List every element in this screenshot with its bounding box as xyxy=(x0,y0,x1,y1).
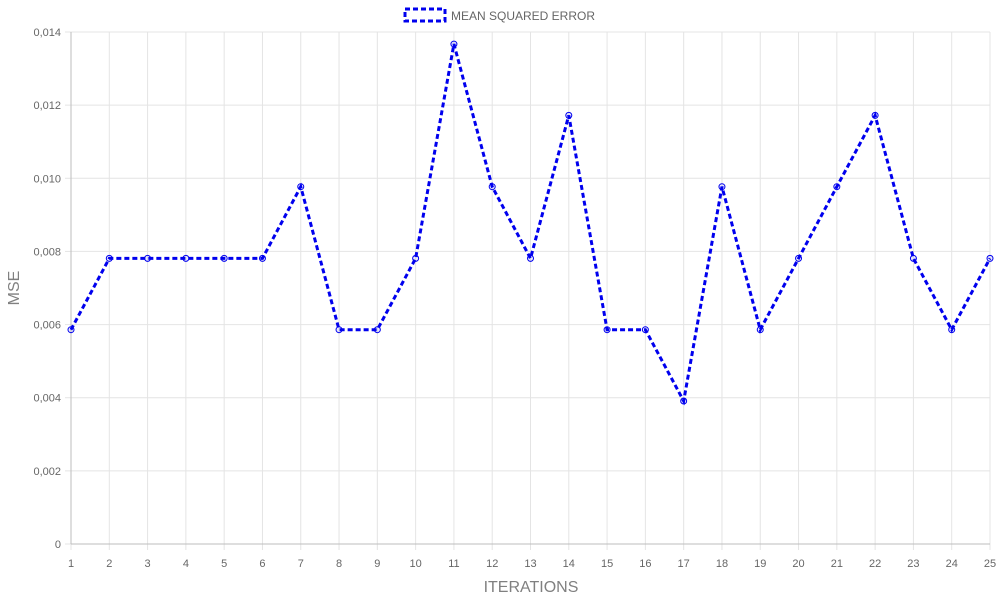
axes xyxy=(70,32,990,545)
x-tick-label: 16 xyxy=(639,558,651,570)
x-tick-label: 15 xyxy=(601,558,613,570)
data-point[interactable] xyxy=(565,111,573,119)
data-point[interactable] xyxy=(412,254,420,262)
data-point[interactable] xyxy=(105,254,113,262)
data-point[interactable] xyxy=(488,183,496,191)
data-point[interactable] xyxy=(680,397,688,405)
legend-label[interactable]: MEAN SQUARED ERROR xyxy=(451,9,595,23)
y-tick-label: 0,012 xyxy=(33,100,61,112)
data-point[interactable] xyxy=(182,254,190,262)
x-tick-label: 10 xyxy=(410,558,422,570)
data-point[interactable] xyxy=(373,326,381,334)
data-point[interactable] xyxy=(871,111,879,119)
x-tick-label: 23 xyxy=(907,558,919,570)
x-tick-label: 14 xyxy=(563,558,575,570)
x-tick-label: 6 xyxy=(259,558,265,570)
data-point[interactable] xyxy=(718,183,726,191)
y-tick-label: 0,008 xyxy=(33,246,61,258)
x-tick-label: 8 xyxy=(336,558,342,570)
data-point[interactable] xyxy=(450,40,458,48)
x-tick-label: 9 xyxy=(374,558,380,570)
x-tick-labels: 1 2 3 4 5 6 7 8 9 10 11 12 13 14 15 16 17 18 19 20 21 22 23 24 2… xyxy=(68,558,996,570)
data-point[interactable] xyxy=(144,254,152,262)
x-tick-label: 17 xyxy=(678,558,690,570)
y-tick-label: 0,004 xyxy=(33,393,61,405)
x-tick-label: 5 xyxy=(221,558,227,570)
data-point[interactable] xyxy=(948,326,956,334)
x-tick-label: 22 xyxy=(869,558,881,570)
x-tick-label: 25 xyxy=(984,558,996,570)
data-point[interactable] xyxy=(756,326,764,334)
data-point[interactable] xyxy=(833,183,841,191)
y-tick-label: 0,002 xyxy=(33,466,61,478)
data-points xyxy=(67,40,994,405)
series-lines xyxy=(69,43,992,406)
data-point[interactable] xyxy=(527,254,534,262)
data-point[interactable] xyxy=(67,326,75,334)
x-tick-label: 21 xyxy=(831,558,843,570)
x-tick-label: 18 xyxy=(716,558,728,570)
data-point[interactable] xyxy=(986,254,994,262)
data-point[interactable] xyxy=(603,326,611,334)
y-tick-label: 0 xyxy=(55,539,61,551)
legend-swatch[interactable] xyxy=(403,7,447,23)
legend[interactable]: MEAN SQUARED ERROR xyxy=(403,7,595,23)
x-tick-label: 24 xyxy=(946,558,958,570)
data-point[interactable] xyxy=(795,254,803,262)
series-line xyxy=(69,43,992,406)
y-tick-label: 0,010 xyxy=(33,173,61,185)
data-point[interactable] xyxy=(335,326,343,334)
x-tick-label: 13 xyxy=(524,558,536,570)
y-tick-label: 0,014 xyxy=(33,27,61,39)
x-axis-title: ITERATIONS xyxy=(484,579,579,596)
x-tick-label: 4 xyxy=(183,558,189,570)
x-tick-label: 7 xyxy=(298,558,304,570)
x-tick-label: 11 xyxy=(448,558,459,570)
grid-lines xyxy=(65,31,991,550)
y-axis-title: MSE xyxy=(6,271,23,306)
x-tick-label: 3 xyxy=(145,558,151,570)
x-tick-label: 20 xyxy=(792,558,804,570)
data-point[interactable] xyxy=(220,254,228,262)
data-point[interactable] xyxy=(641,326,649,334)
x-tick-label: 1 xyxy=(68,558,74,570)
data-point[interactable] xyxy=(258,254,266,262)
y-tick-label: 0,006 xyxy=(33,320,61,332)
data-point[interactable] xyxy=(297,183,305,191)
x-tick-label: 2 xyxy=(106,558,112,570)
y-tick-labels: 0 0,002 0,004 0,006 0,008 0,010 0,012 0,014 xyxy=(33,27,61,551)
x-tick-label: 19 xyxy=(754,558,766,570)
x-tick-label: 12 xyxy=(486,558,498,570)
data-point[interactable] xyxy=(909,254,917,262)
